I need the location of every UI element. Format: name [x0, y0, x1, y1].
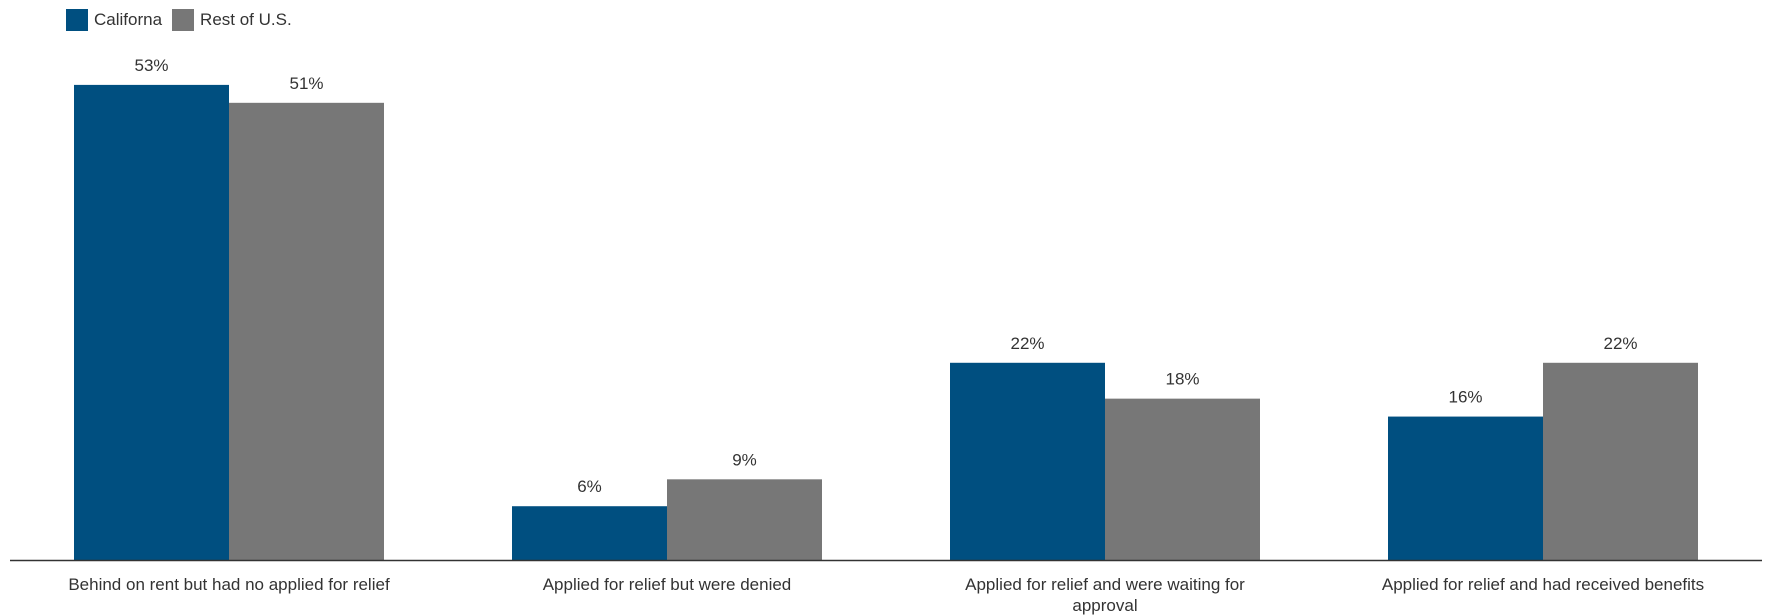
data-label-californa-1: 6%	[577, 477, 602, 496]
bar-californa-2	[950, 362, 1105, 560]
category-label-2: Applied for relief and were waiting for a…	[965, 575, 1245, 615]
legend-swatch-california	[66, 9, 88, 31]
data-label-rest-of-u-s-2: 18%	[1165, 370, 1199, 389]
data-label-rest-of-u-s-1: 9%	[732, 450, 757, 469]
category-label-1: Applied for relief but were denied	[543, 575, 792, 594]
legend-item-rest-of-us[interactable]: Rest of U.S.	[172, 9, 292, 31]
data-label-californa-3: 16%	[1448, 388, 1482, 407]
data-label-rest-of-u-s-0: 51%	[289, 74, 323, 93]
data-label-rest-of-u-s-3: 22%	[1603, 334, 1637, 353]
bar-rest-of-u-s-2	[1105, 398, 1260, 560]
legend-label-rest-of-us: Rest of U.S.	[200, 10, 292, 29]
category-label-3: Applied for relief and had received bene…	[1382, 575, 1704, 594]
bar-rest-of-u-s-1	[667, 479, 822, 560]
bar-californa-3	[1388, 416, 1543, 560]
bar-rest-of-u-s-3	[1543, 362, 1698, 560]
data-label-californa-2: 22%	[1010, 334, 1044, 353]
bar-californa-0	[74, 84, 229, 561]
legend: Californa Rest of U.S.	[66, 9, 292, 31]
bar-rest-of-u-s-0	[229, 102, 384, 561]
legend-item-california[interactable]: Californa	[66, 9, 162, 31]
category-label-0: Behind on rent but had no applied for re…	[68, 575, 390, 594]
legend-swatch-rest-of-us	[172, 9, 195, 31]
legend-label-california: Californa	[94, 10, 163, 29]
data-label-californa-0: 53%	[134, 56, 168, 75]
bar-californa-1	[512, 506, 667, 560]
